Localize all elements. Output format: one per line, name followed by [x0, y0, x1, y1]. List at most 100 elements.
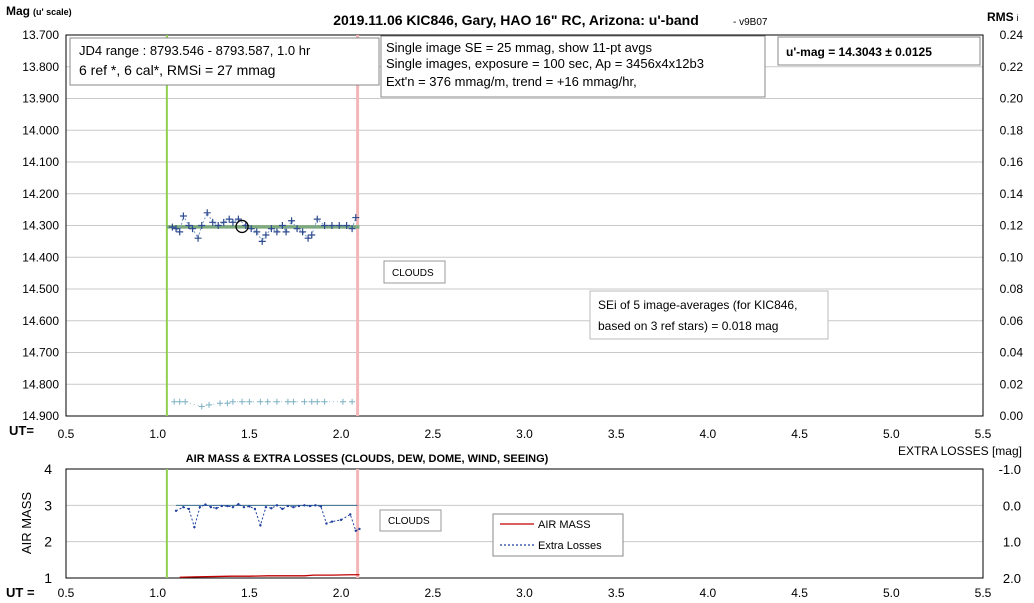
airmass-y-tick-label: 4 [44, 461, 52, 477]
airmass-data-marks [165, 469, 361, 578]
magnitude-point [282, 228, 290, 236]
main-chart-version: - v9B07 [733, 17, 768, 28]
clouds-box-main [383, 260, 446, 284]
extra-losses-point [215, 507, 218, 510]
rms-point [273, 398, 280, 405]
rms-point [314, 398, 321, 405]
main-y-tick-label: 13.800 [22, 60, 59, 74]
magnitude-point [179, 212, 187, 220]
extra-losses-point [204, 503, 207, 506]
magnitude-point [343, 222, 351, 229]
range-info-line1: JD4 range : 8793.546 - 8793.587, 1.0 hr [79, 43, 311, 58]
magnitude-point [288, 217, 296, 225]
legend: AIR MASS Extra Losses [492, 513, 624, 557]
airmass-x-tick-label: 1.0 [149, 586, 166, 600]
airmass-x-tick-label: 0.5 [58, 586, 75, 600]
main-y2-tick-label: 0.24 [1000, 28, 1024, 42]
airmass-y-ticks: 4 3 2 1 [44, 461, 52, 586]
main-x-tick-label: 0.5 [58, 427, 75, 441]
airmass-x-tick-label: 5.0 [883, 586, 900, 600]
extra-losses-point [354, 529, 357, 532]
main-y-tick-label: 14.900 [22, 409, 59, 423]
rms-point [321, 398, 328, 405]
magnitude-point [229, 218, 237, 226]
rms-point [198, 403, 205, 410]
extra-losses-point [253, 507, 257, 511]
main-x-tick-label: 3.5 [608, 427, 625, 441]
average-circle-marker [235, 219, 249, 234]
sei-box [589, 290, 829, 340]
main-y2-tick-label: 0.04 [1000, 346, 1024, 360]
magnitude-point [253, 228, 261, 236]
main-y2-tick-label: 0.18 [1000, 123, 1024, 137]
rms-point [176, 398, 183, 405]
exposure-info-line2: Single images, exposure = 100 sec, Ap = … [386, 56, 704, 71]
magnitude-point [214, 222, 222, 229]
main-chart-title: 2019.11.06 KIC846, Gary, HAO 16" RC, Ari… [333, 12, 699, 28]
rms-point [257, 398, 264, 405]
result-text: u'-mag = 14.3043 ± 0.0125 [786, 45, 932, 59]
extra-losses-point [349, 513, 352, 516]
magnitude-point [267, 225, 275, 233]
main-x-tick-label: 1.0 [149, 427, 166, 441]
main-y-tick-label: 14.200 [22, 187, 59, 201]
magnitude-point [185, 222, 193, 229]
main-y-ticks: 13.700 13.800 13.900 14.000 14.100 14.200 14.3… [22, 28, 59, 423]
main-x-tick-label: 2.0 [333, 427, 350, 441]
main-x-tick-label: 2.5 [424, 427, 441, 441]
main-y-tick-label: 14.300 [22, 219, 59, 233]
magnitude-point [321, 222, 329, 229]
extra-losses-point [209, 505, 213, 509]
airmass-chart-title: AIR MASS & EXTRA LOSSES (CLOUDS, DEW, DO… [186, 453, 549, 465]
legend-losses-label: Extra Losses [538, 540, 602, 552]
magnitude-point [308, 231, 316, 239]
extra-losses-point [193, 525, 196, 529]
rms-point [206, 401, 213, 408]
extra-losses-point [339, 518, 343, 522]
airmass-x-tick-label: 4.0 [700, 586, 717, 600]
result-box [777, 36, 981, 66]
airmass-y2-tick-label: -1.0 [999, 462, 1021, 477]
main-y-tick-label: 14.400 [22, 250, 59, 264]
main-y2-tick-label: 0.02 [1000, 377, 1024, 391]
rms-point [239, 398, 246, 405]
magnitude-point [348, 225, 356, 233]
extra-losses-point [182, 505, 185, 509]
airmass-x-tick-label: 3.5 [608, 586, 625, 600]
airmass-y-tick-label: 2 [44, 534, 52, 550]
extra-losses-point [330, 520, 334, 523]
airmass-y-label: AIR MASS [19, 492, 34, 554]
airmass-y2-tick-label: 1.0 [1003, 535, 1021, 550]
main-y2-tick-label: 0.12 [1000, 219, 1024, 233]
main-y-tick-label: 13.700 [22, 28, 59, 42]
airmass-y2-tick-label: 2.0 [1003, 571, 1021, 586]
magnitude-point [258, 237, 266, 245]
magnitude-point [220, 218, 228, 226]
airmass-plot-border [65, 468, 984, 579]
extra-losses-point [174, 509, 178, 512]
magnitude-point [225, 215, 233, 223]
main-y2-tick-label: 0.20 [1000, 92, 1024, 106]
airmass-x-tick-label: 5.5 [975, 586, 992, 600]
y-axis-label-main: Mag [6, 4, 30, 18]
magnitude-point [273, 228, 281, 236]
magnitude-point [194, 234, 202, 242]
main-chart: 2019.11.06 KIC846, Gary, HAO 16" RC, Ari… [6, 4, 1023, 441]
y2-axis-label-suffix: i [1017, 13, 1019, 23]
rms-point [308, 398, 315, 405]
extra-losses-point [226, 504, 229, 508]
extra-losses-point [325, 522, 328, 525]
main-x-ticks: 0.5 1.0 1.5 2.0 2.5 3.0 3.5 4.0 4.5 5.0 5.5 [58, 427, 992, 441]
magnitude-point [176, 228, 184, 236]
magnitude-point [172, 225, 180, 233]
magnitude-point [352, 214, 360, 222]
rms-point [224, 400, 231, 407]
rms-point [264, 398, 271, 405]
rms-connector-line [174, 401, 353, 407]
main-y-tick-label: 14.000 [22, 123, 59, 137]
airmass-x-tick-label: 3.0 [516, 586, 533, 600]
extra-losses-point [297, 504, 301, 508]
main-y-tick-label: 14.700 [22, 346, 59, 360]
rms-point [290, 398, 297, 405]
exposure-info-line1: Single image SE = 25 mmag, show 11-pt av… [386, 40, 653, 55]
